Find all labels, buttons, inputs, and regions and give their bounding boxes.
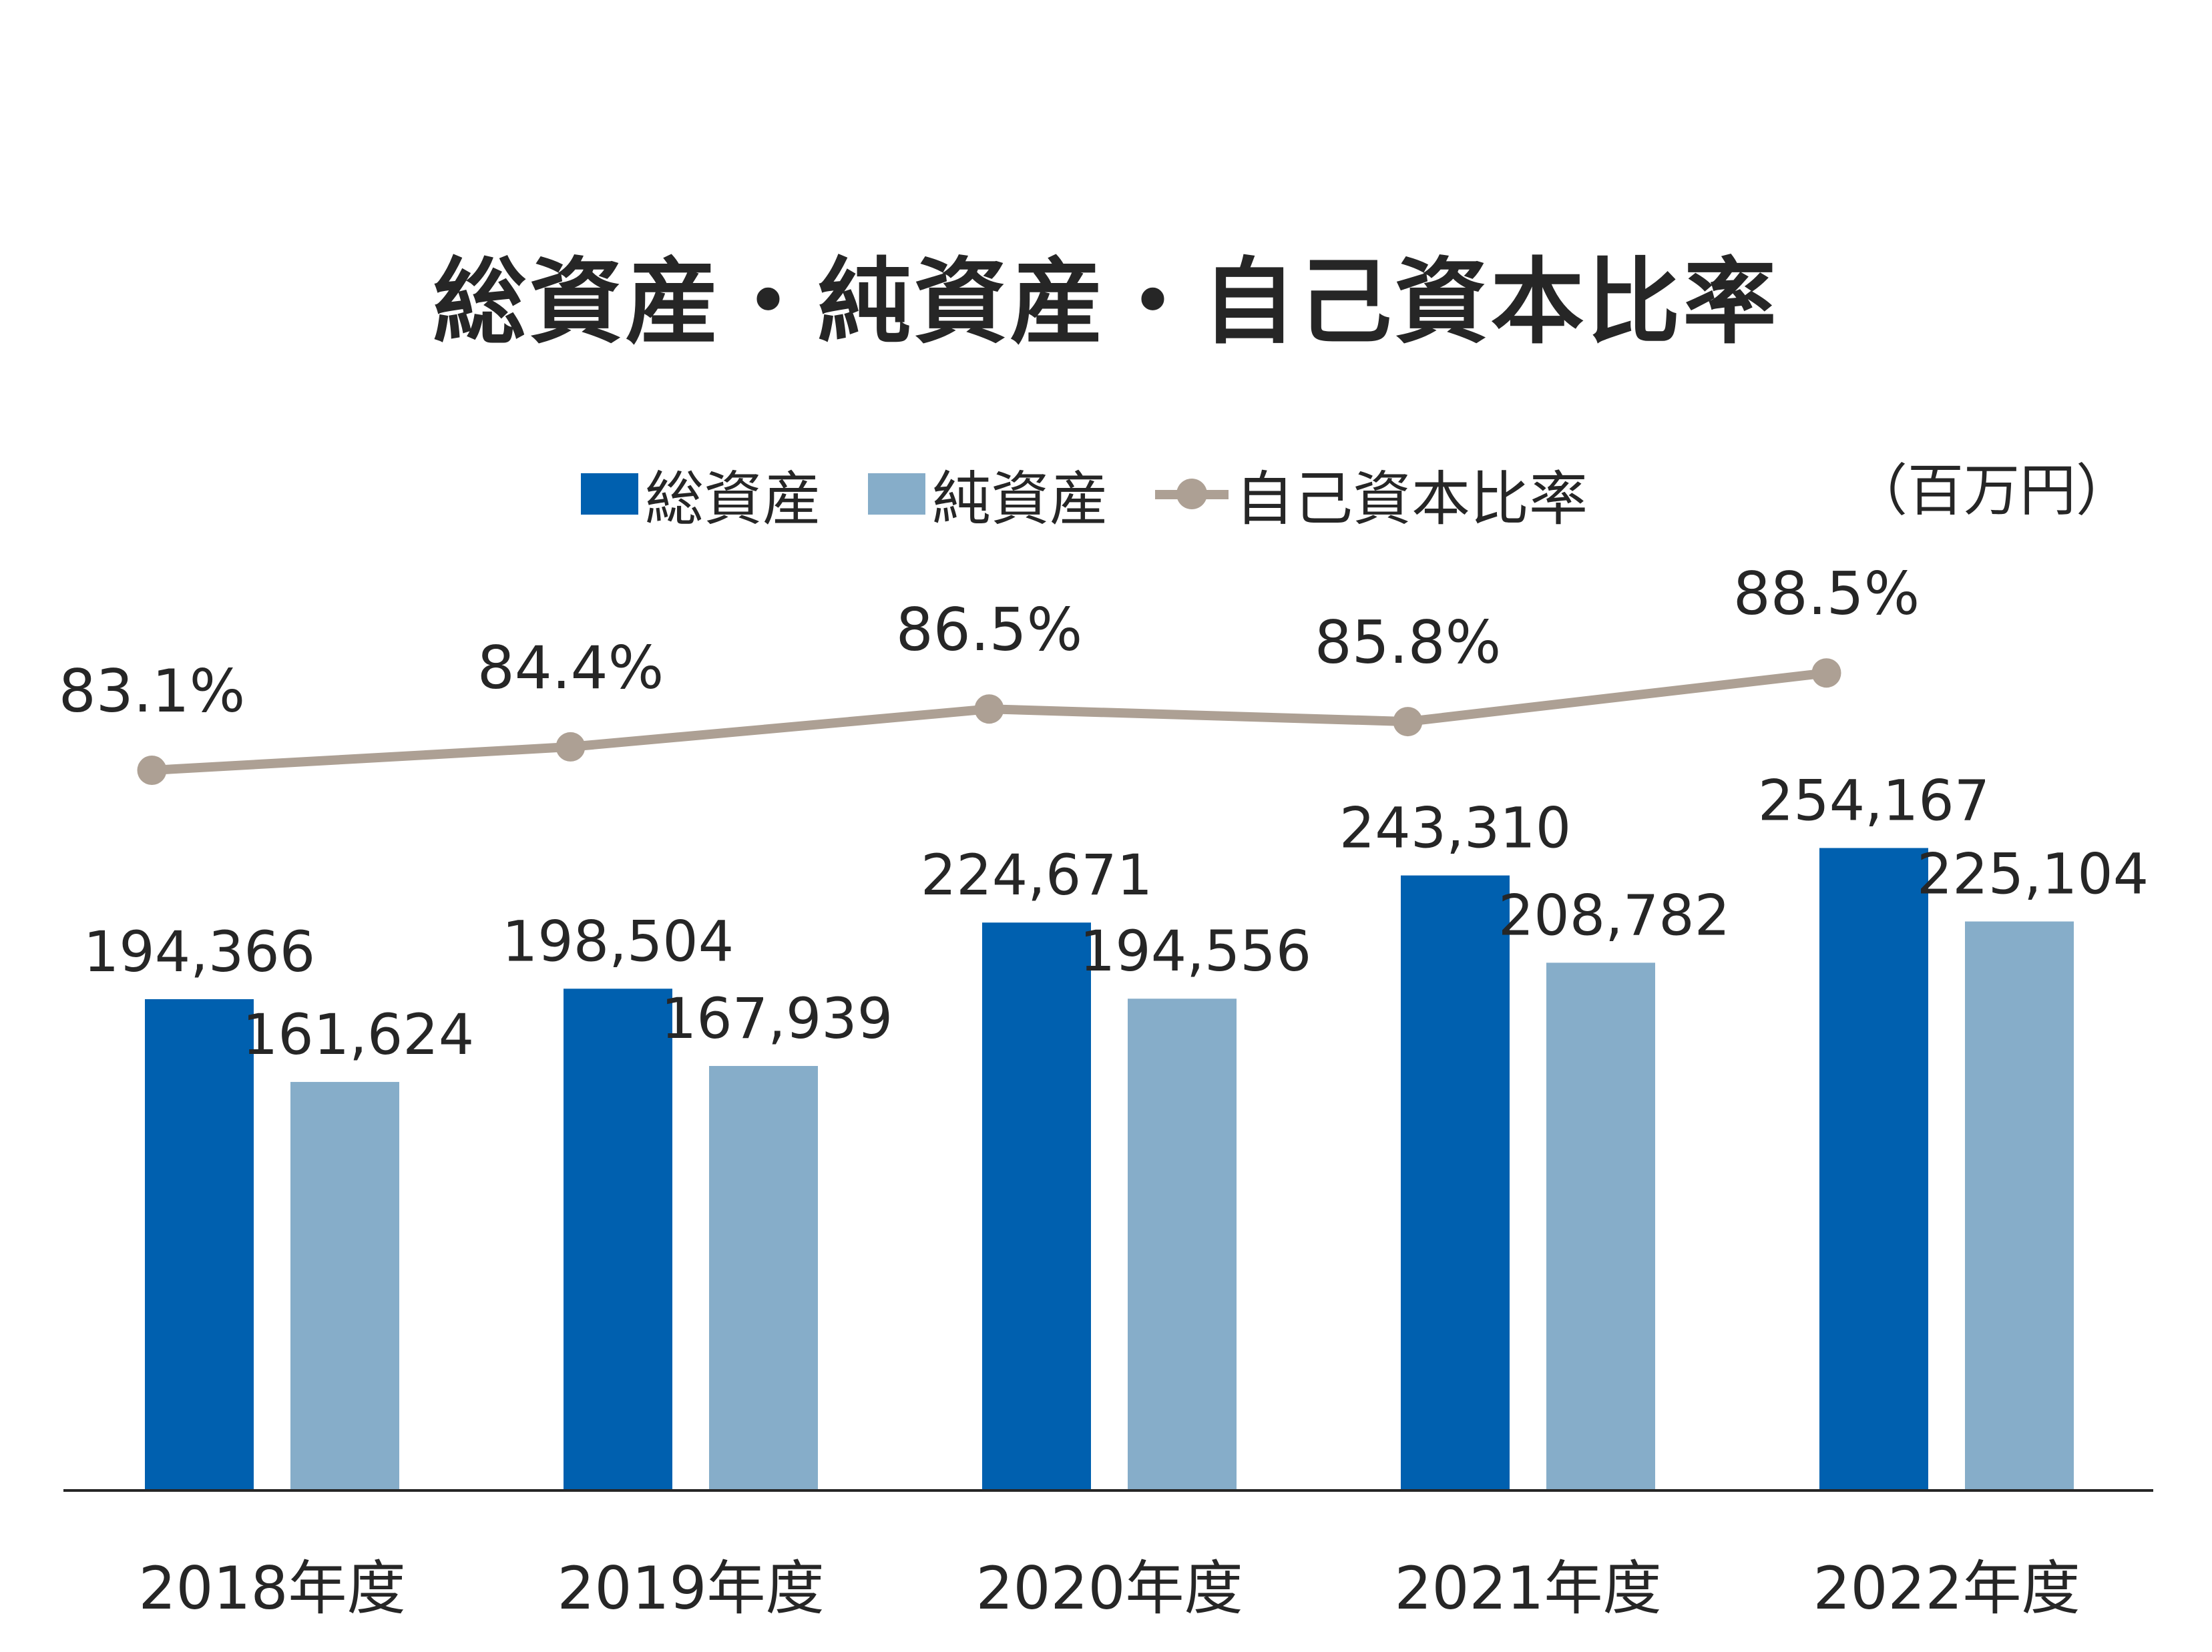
bar-net-assets bbox=[290, 1081, 399, 1490]
bar-total-assets bbox=[564, 989, 672, 1490]
x-tick-label: 2022年度 bbox=[1813, 1554, 2080, 1623]
bar-total-assets bbox=[982, 922, 1091, 1490]
data-label-net-assets: 194,556 bbox=[1080, 918, 1311, 984]
legend-item-total-assets: 総資産 bbox=[581, 452, 821, 537]
data-label-equity-ratio: 85.8% bbox=[1315, 608, 1502, 677]
bar-total-assets bbox=[1401, 875, 1510, 1490]
bar-net-assets bbox=[1128, 999, 1237, 1490]
data-label-equity-ratio: 83.1% bbox=[59, 657, 246, 726]
bar-total-assets bbox=[145, 999, 254, 1490]
x-tick-label: 2020年度 bbox=[976, 1554, 1243, 1623]
point-equity-ratio bbox=[1811, 658, 1841, 688]
point-equity-ratio bbox=[974, 694, 1004, 724]
point-equity-ratio bbox=[556, 732, 586, 762]
legend-item-equity-ratio: 自己資本比率 bbox=[1155, 452, 1588, 537]
legend-swatch-equity-ratio bbox=[1155, 474, 1229, 514]
point-equity-ratio bbox=[1393, 707, 1423, 737]
point-equity-ratio bbox=[137, 756, 167, 785]
data-label-equity-ratio: 88.5% bbox=[1733, 559, 1920, 628]
bar-total-assets bbox=[1819, 848, 1928, 1490]
data-label-net-assets: 225,104 bbox=[1917, 842, 2149, 907]
data-label-total-assets: 254,167 bbox=[1758, 768, 1990, 833]
data-label-equity-ratio: 84.4% bbox=[477, 633, 664, 702]
x-tick-label: 2019年度 bbox=[558, 1554, 825, 1623]
legend-swatch-net-assets bbox=[868, 473, 926, 515]
unit-label: （百万円） bbox=[1851, 458, 2132, 523]
legend-label-net-assets: 純資産 bbox=[932, 464, 1109, 533]
bar-net-assets bbox=[1546, 962, 1655, 1490]
chart-title: 総資産・純資産・自己資本比率 bbox=[433, 248, 1779, 357]
bar-net-assets bbox=[1965, 921, 2074, 1490]
data-label-total-assets: 194,366 bbox=[83, 919, 315, 985]
legend-swatch-total-assets bbox=[581, 473, 638, 515]
data-label-net-assets: 208,782 bbox=[1498, 882, 1730, 948]
data-label-equity-ratio: 86.5% bbox=[896, 595, 1083, 664]
legend-item-net-assets: 純資産 bbox=[868, 452, 1108, 537]
legend: 総資産 純資産 自己資本比率 bbox=[581, 461, 1634, 533]
legend-label-equity-ratio: 自己資本比率 bbox=[1235, 464, 1588, 533]
data-label-total-assets: 198,504 bbox=[502, 908, 734, 974]
data-label-total-assets: 243,310 bbox=[1339, 796, 1571, 861]
x-tick-label: 2021年度 bbox=[1395, 1554, 1662, 1623]
x-tick-label: 2018年度 bbox=[139, 1554, 406, 1623]
legend-label-total-assets: 総資産 bbox=[645, 464, 822, 533]
data-label-net-assets: 161,624 bbox=[242, 1002, 474, 1067]
bar-net-assets bbox=[709, 1066, 818, 1490]
data-label-net-assets: 167,939 bbox=[661, 986, 893, 1051]
data-label-total-assets: 224,671 bbox=[921, 842, 1152, 908]
